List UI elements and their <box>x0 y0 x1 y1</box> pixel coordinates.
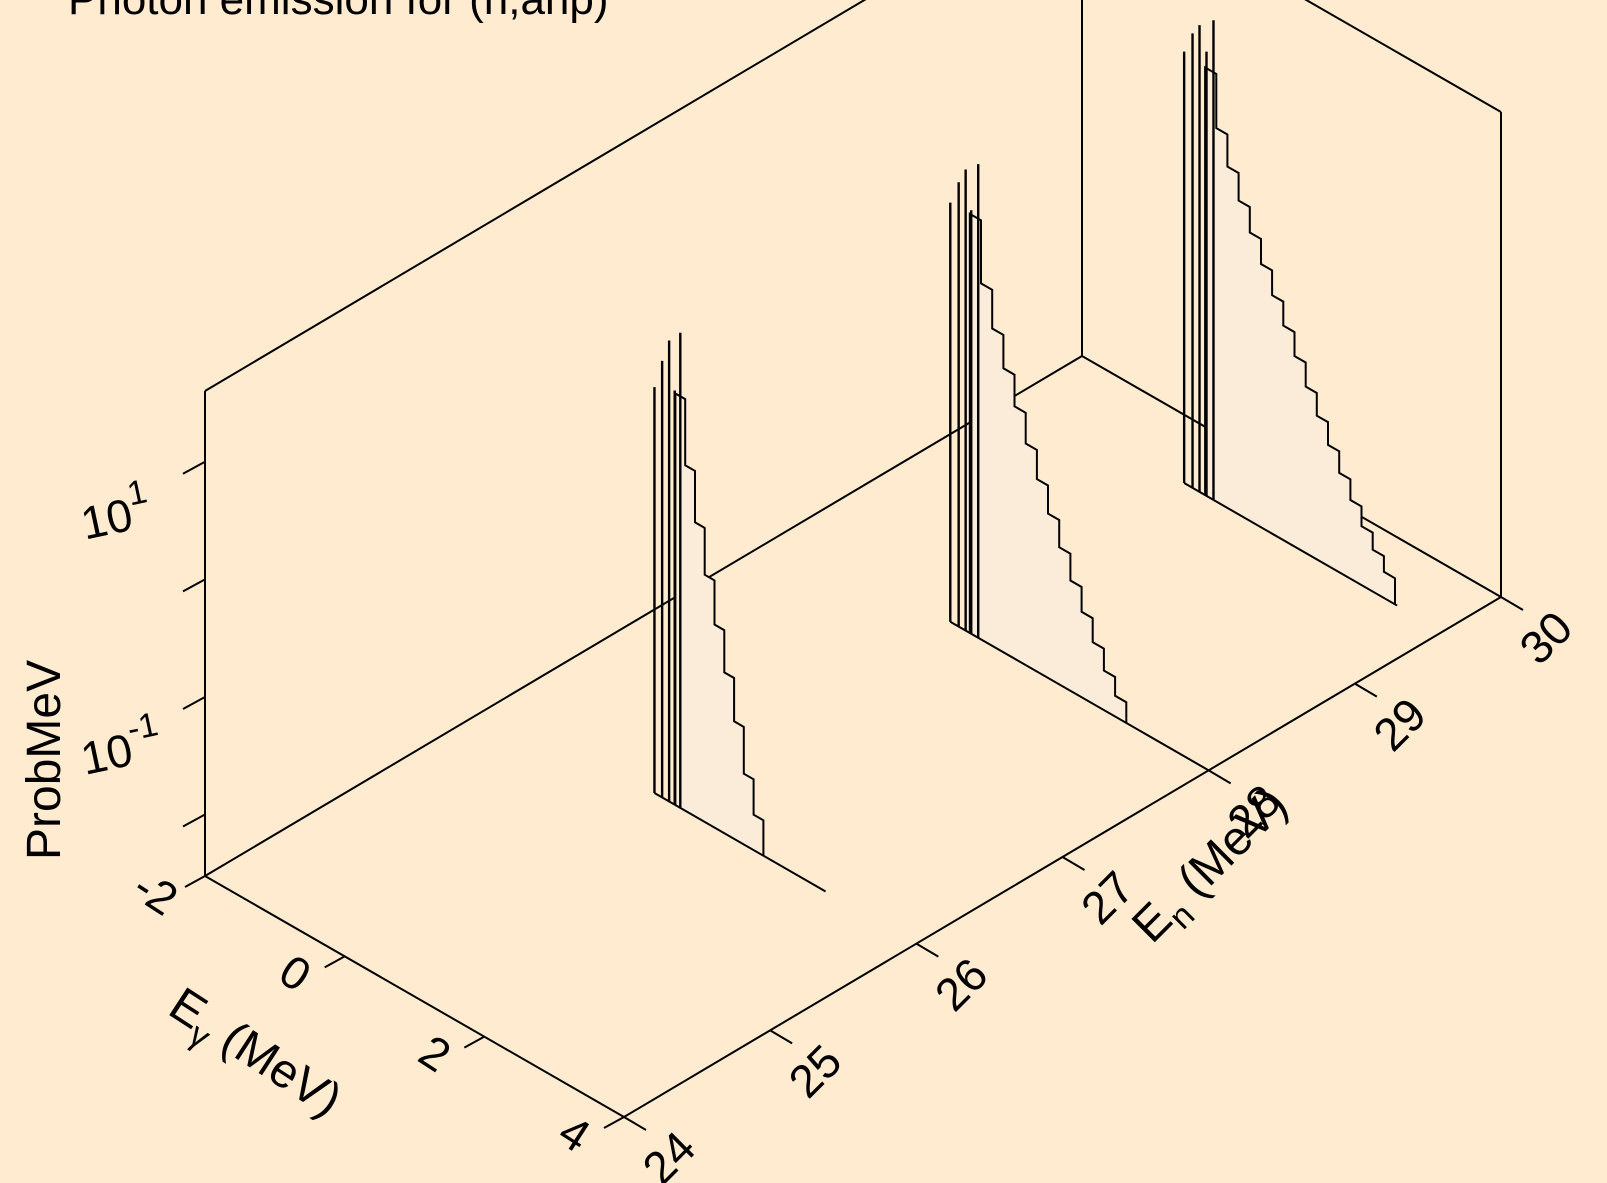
series-En-26 <box>653 332 827 893</box>
series-En-28 <box>949 164 1210 772</box>
z-tick-label--1: 10-1 <box>74 705 167 785</box>
y-tick-25 <box>769 1029 793 1045</box>
x-tick-0 <box>324 955 346 969</box>
z-tick-label-1: 101 <box>74 472 156 549</box>
chart-title: Photon emission for (n,anp) <box>68 0 609 24</box>
slice-baseline <box>1183 482 1398 607</box>
z-tick-base: 10 <box>76 488 137 550</box>
slice-baseline <box>653 792 827 893</box>
slice-baseline <box>949 620 1210 772</box>
z-minor-tick-1 <box>182 813 206 828</box>
y-tick-24 <box>623 1116 647 1131</box>
series-En-29.6 <box>1182 20 1398 607</box>
back-top-edge <box>204 0 867 392</box>
y-tick-26 <box>915 942 939 958</box>
continuum-outline <box>674 391 765 856</box>
z-tick-base: 10 <box>76 723 137 785</box>
series-layer <box>653 20 1398 893</box>
x-axis-line <box>204 875 625 1118</box>
back-floor-edge <box>204 355 1083 877</box>
y-tick-29 <box>1354 682 1378 698</box>
z-major-tick--1 <box>182 696 206 710</box>
continuum-fill <box>675 393 764 856</box>
z-minor-tick-0 <box>182 578 206 593</box>
x-tick-4 <box>603 1116 625 1129</box>
y-tick-27 <box>1061 856 1086 871</box>
right-top-edge <box>1304 0 1502 113</box>
y-tick-30 <box>1500 596 1524 611</box>
continuum-fill <box>969 213 1127 723</box>
y-tick-28 <box>1208 769 1232 785</box>
continuum-outline <box>968 212 1128 723</box>
back-frame <box>204 0 1502 877</box>
continuum-outline <box>1204 65 1396 605</box>
x-tick-2 <box>463 1035 485 1049</box>
continuum-fill <box>1205 67 1395 605</box>
z-major-tick-1 <box>182 460 206 475</box>
z-axis-label: ProbMeV <box>18 660 71 860</box>
x-tick--2 <box>184 875 206 888</box>
